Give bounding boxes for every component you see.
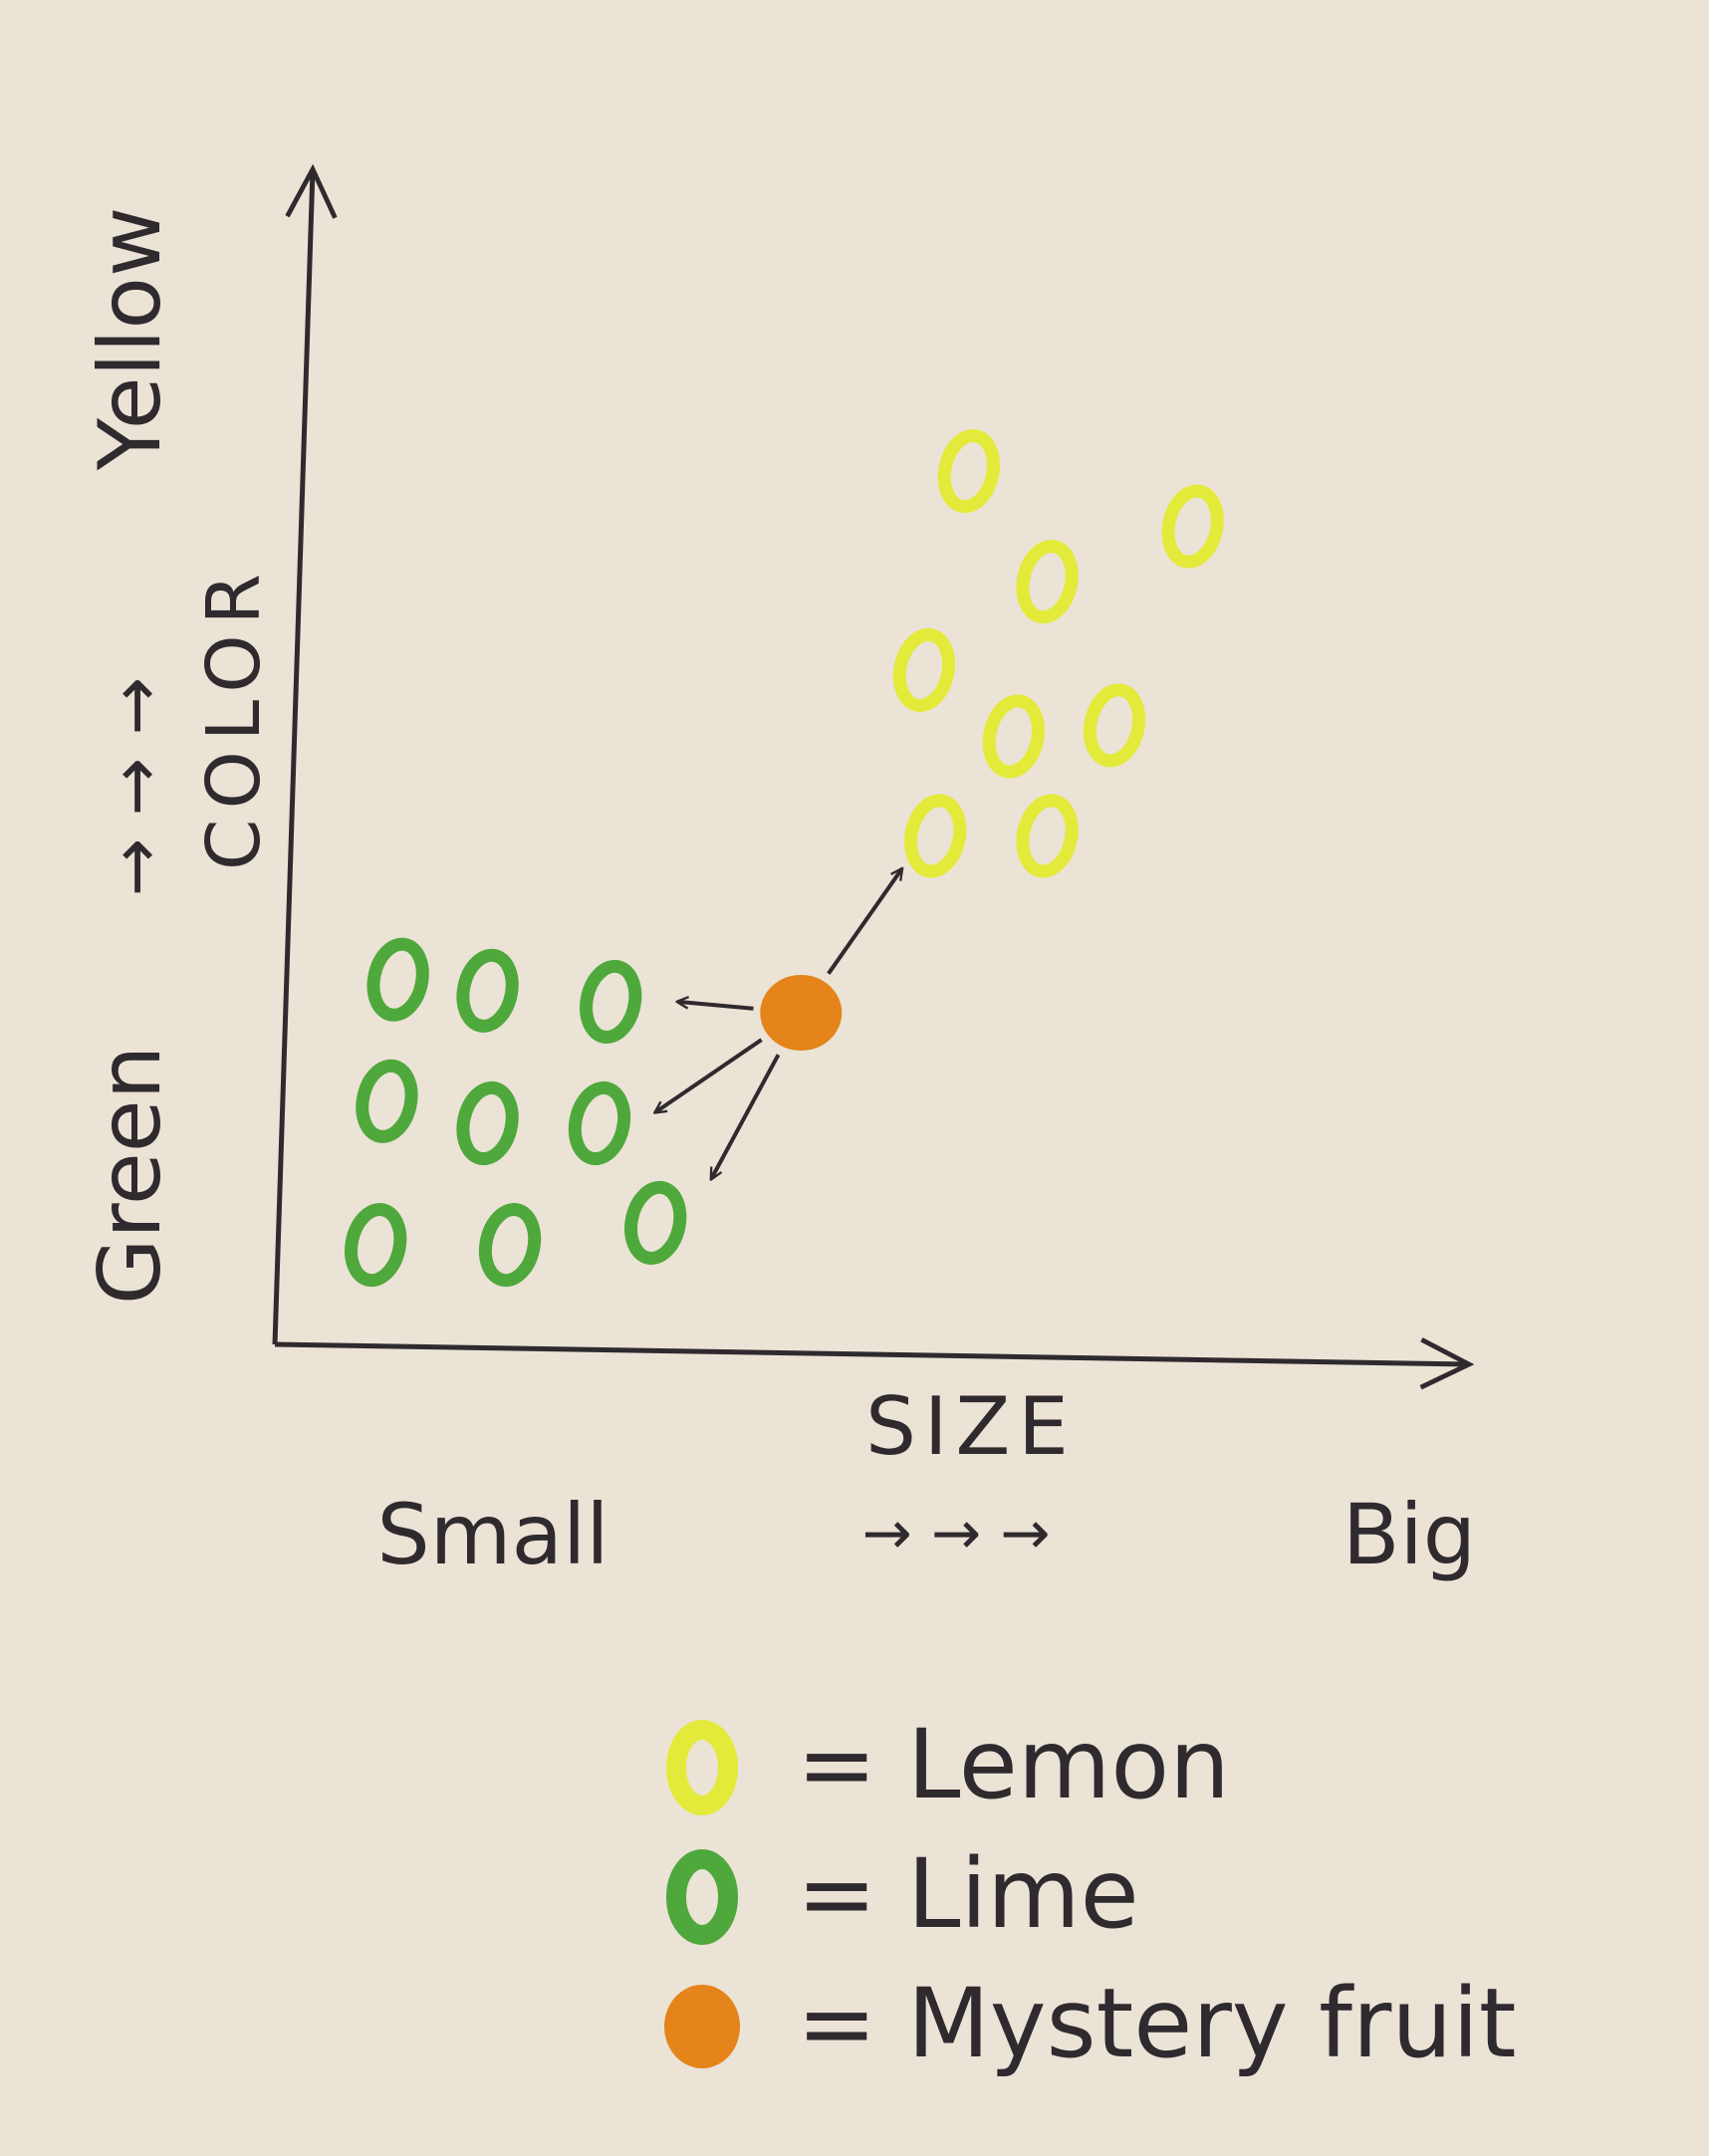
y-axis [272, 163, 338, 1345]
lime-point [624, 1180, 687, 1265]
x-scale-arrows: → → → [862, 1499, 1051, 1568]
lime-point [456, 1080, 519, 1166]
lemon-point [1016, 794, 1079, 878]
lemon-point [1161, 484, 1224, 569]
legend: = Lemon = Lime = Mystery fruit [664, 1709, 1517, 2079]
nearest-neighbor-arrow [655, 1038, 763, 1112]
lemon-point [1083, 683, 1146, 768]
mystery-fruit-point [760, 975, 843, 1051]
mystery-arrows [655, 869, 901, 1179]
legend-label-lemon: = Lemon [797, 1709, 1230, 1820]
legend-label-lime: = Lime [797, 1838, 1139, 1950]
y-scale-arrows: → → → [95, 677, 176, 896]
lime-point [366, 937, 429, 1022]
legend-swatch-mystery-fruit [664, 1985, 740, 2068]
x-scale-low-label: Small [376, 1486, 609, 1583]
lime-point [580, 959, 642, 1044]
y-scale-high-label: Yellow [81, 207, 180, 472]
y-axis-label: COLOR [191, 564, 277, 870]
lime-point [356, 1059, 418, 1143]
lime-point [456, 948, 519, 1033]
nearest-neighbor-arrow [711, 1054, 781, 1178]
nearest-neighbor-arrow [827, 869, 902, 975]
lemon-point [904, 794, 967, 878]
x-scale-high-label: Big [1343, 1486, 1476, 1583]
lime-point [345, 1203, 407, 1288]
legend-swatch-lime [666, 1849, 738, 1945]
lemon-point [892, 627, 956, 712]
lemon-point [982, 694, 1045, 779]
legend-swatch-lemon [666, 1720, 738, 1815]
lemon-point [1016, 540, 1079, 624]
lemon-point [937, 429, 1001, 514]
x-axis-label: SIZE [865, 1380, 1077, 1473]
legend-label-mystery-fruit: = Mystery fruit [797, 1968, 1517, 2079]
x-axis [274, 1337, 1475, 1390]
nearest-neighbor-arrow [678, 1002, 754, 1011]
lime-point [568, 1080, 631, 1166]
data-points [345, 429, 1224, 1288]
y-scale-low-label: Green [81, 1046, 180, 1305]
lime-point [478, 1203, 542, 1288]
